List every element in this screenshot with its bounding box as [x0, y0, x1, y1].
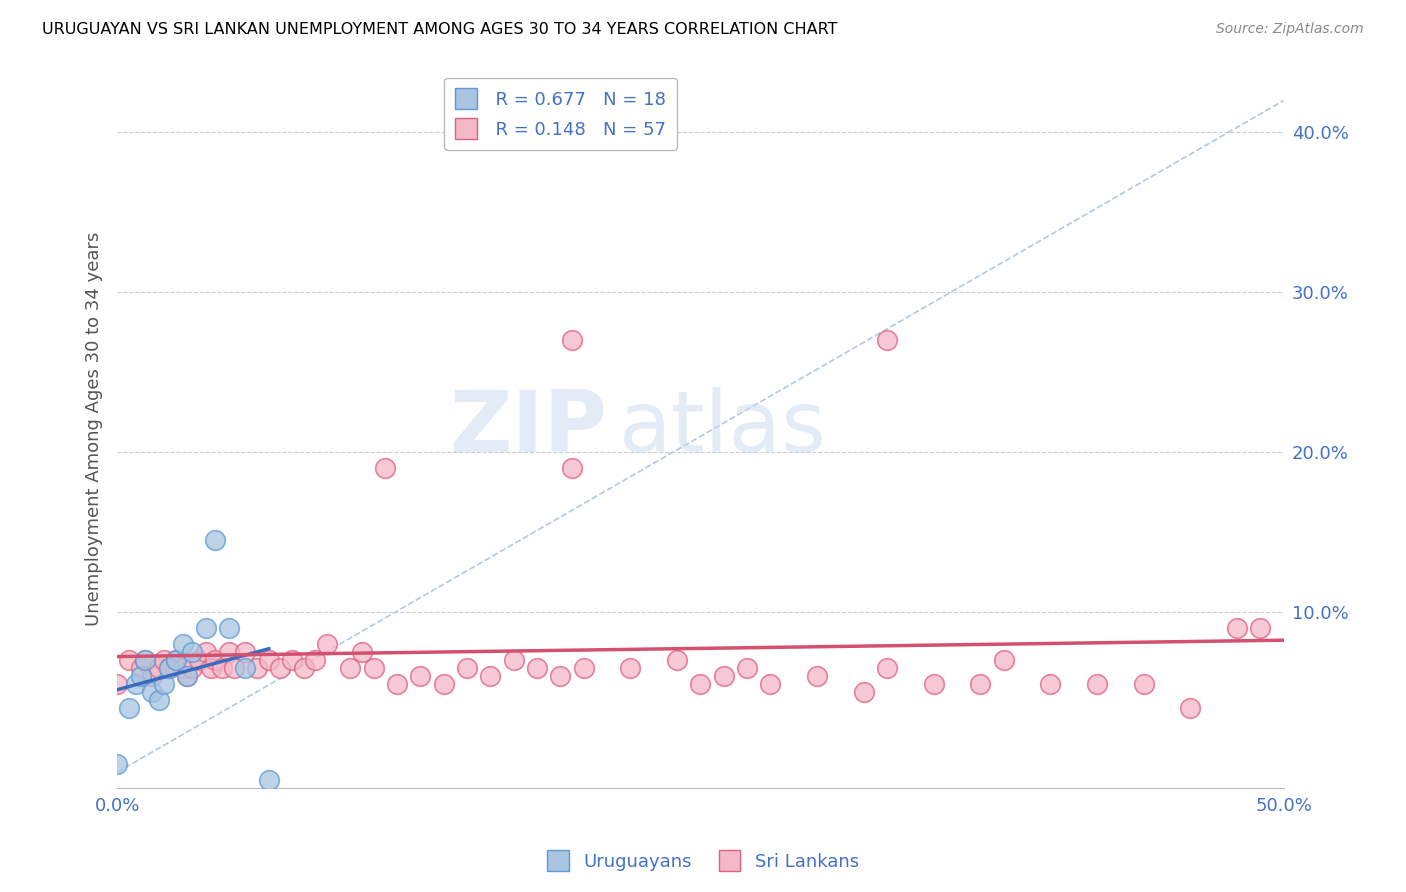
- Point: [502, 653, 524, 667]
- Point: [165, 653, 187, 667]
- Point: [218, 645, 240, 659]
- Point: [141, 685, 163, 699]
- Point: [363, 661, 385, 675]
- Point: [129, 669, 152, 683]
- Point: [148, 693, 170, 707]
- Text: Source: ZipAtlas.com: Source: ZipAtlas.com: [1216, 22, 1364, 37]
- Point: [292, 661, 315, 675]
- Point: [1039, 677, 1062, 691]
- Point: [619, 661, 641, 675]
- Point: [561, 461, 583, 475]
- Point: [1085, 677, 1108, 691]
- Point: [713, 669, 735, 683]
- Point: [165, 653, 187, 667]
- Point: [969, 677, 991, 691]
- Point: [172, 661, 194, 675]
- Point: [204, 653, 226, 667]
- Point: [281, 653, 304, 667]
- Point: [876, 661, 898, 675]
- Point: [526, 661, 548, 675]
- Point: [153, 653, 176, 667]
- Point: [118, 653, 141, 667]
- Point: [922, 677, 945, 691]
- Point: [222, 661, 245, 675]
- Point: [550, 669, 572, 683]
- Point: [176, 669, 198, 683]
- Point: [1132, 677, 1154, 691]
- Point: [666, 653, 689, 667]
- Point: [125, 677, 148, 691]
- Point: [129, 661, 152, 675]
- Point: [204, 533, 226, 548]
- Point: [153, 677, 176, 691]
- Point: [187, 653, 209, 667]
- Point: [218, 621, 240, 635]
- Point: [374, 461, 396, 475]
- Point: [433, 677, 456, 691]
- Point: [572, 661, 595, 675]
- Point: [689, 677, 711, 691]
- Point: [105, 757, 128, 772]
- Point: [852, 685, 875, 699]
- Point: [141, 669, 163, 683]
- Point: [194, 621, 217, 635]
- Point: [105, 677, 128, 691]
- Legend:   R = 0.677   N = 18,   R = 0.148   N = 57: R = 0.677 N = 18, R = 0.148 N = 57: [444, 78, 676, 150]
- Point: [176, 669, 198, 683]
- Point: [339, 661, 361, 675]
- Point: [257, 653, 280, 667]
- Point: [157, 661, 180, 675]
- Point: [993, 653, 1015, 667]
- Point: [1249, 621, 1271, 635]
- Point: [561, 334, 583, 348]
- Point: [194, 645, 217, 659]
- Point: [172, 637, 194, 651]
- Point: [479, 669, 502, 683]
- Point: [385, 677, 408, 691]
- Point: [759, 677, 782, 691]
- Point: [257, 773, 280, 788]
- Point: [1226, 621, 1249, 635]
- Point: [148, 661, 170, 675]
- Point: [200, 661, 222, 675]
- Point: [269, 661, 291, 675]
- Point: [316, 637, 339, 651]
- Point: [456, 661, 478, 675]
- Point: [235, 645, 257, 659]
- Point: [134, 653, 156, 667]
- Point: [876, 334, 898, 348]
- Point: [180, 661, 202, 675]
- Point: [246, 661, 269, 675]
- Point: [409, 669, 432, 683]
- Point: [304, 653, 326, 667]
- Point: [352, 645, 374, 659]
- Point: [806, 669, 828, 683]
- Point: [157, 661, 180, 675]
- Point: [180, 645, 202, 659]
- Text: URUGUAYAN VS SRI LANKAN UNEMPLOYMENT AMONG AGES 30 TO 34 YEARS CORRELATION CHART: URUGUAYAN VS SRI LANKAN UNEMPLOYMENT AMO…: [42, 22, 838, 37]
- Point: [735, 661, 758, 675]
- Text: atlas: atlas: [619, 387, 827, 470]
- Point: [1180, 701, 1202, 715]
- Point: [118, 701, 141, 715]
- Legend: Uruguayans, Sri Lankans: Uruguayans, Sri Lankans: [540, 843, 866, 879]
- Point: [134, 653, 156, 667]
- Y-axis label: Unemployment Among Ages 30 to 34 years: Unemployment Among Ages 30 to 34 years: [86, 231, 103, 625]
- Text: ZIP: ZIP: [450, 387, 607, 470]
- Point: [235, 661, 257, 675]
- Point: [211, 661, 233, 675]
